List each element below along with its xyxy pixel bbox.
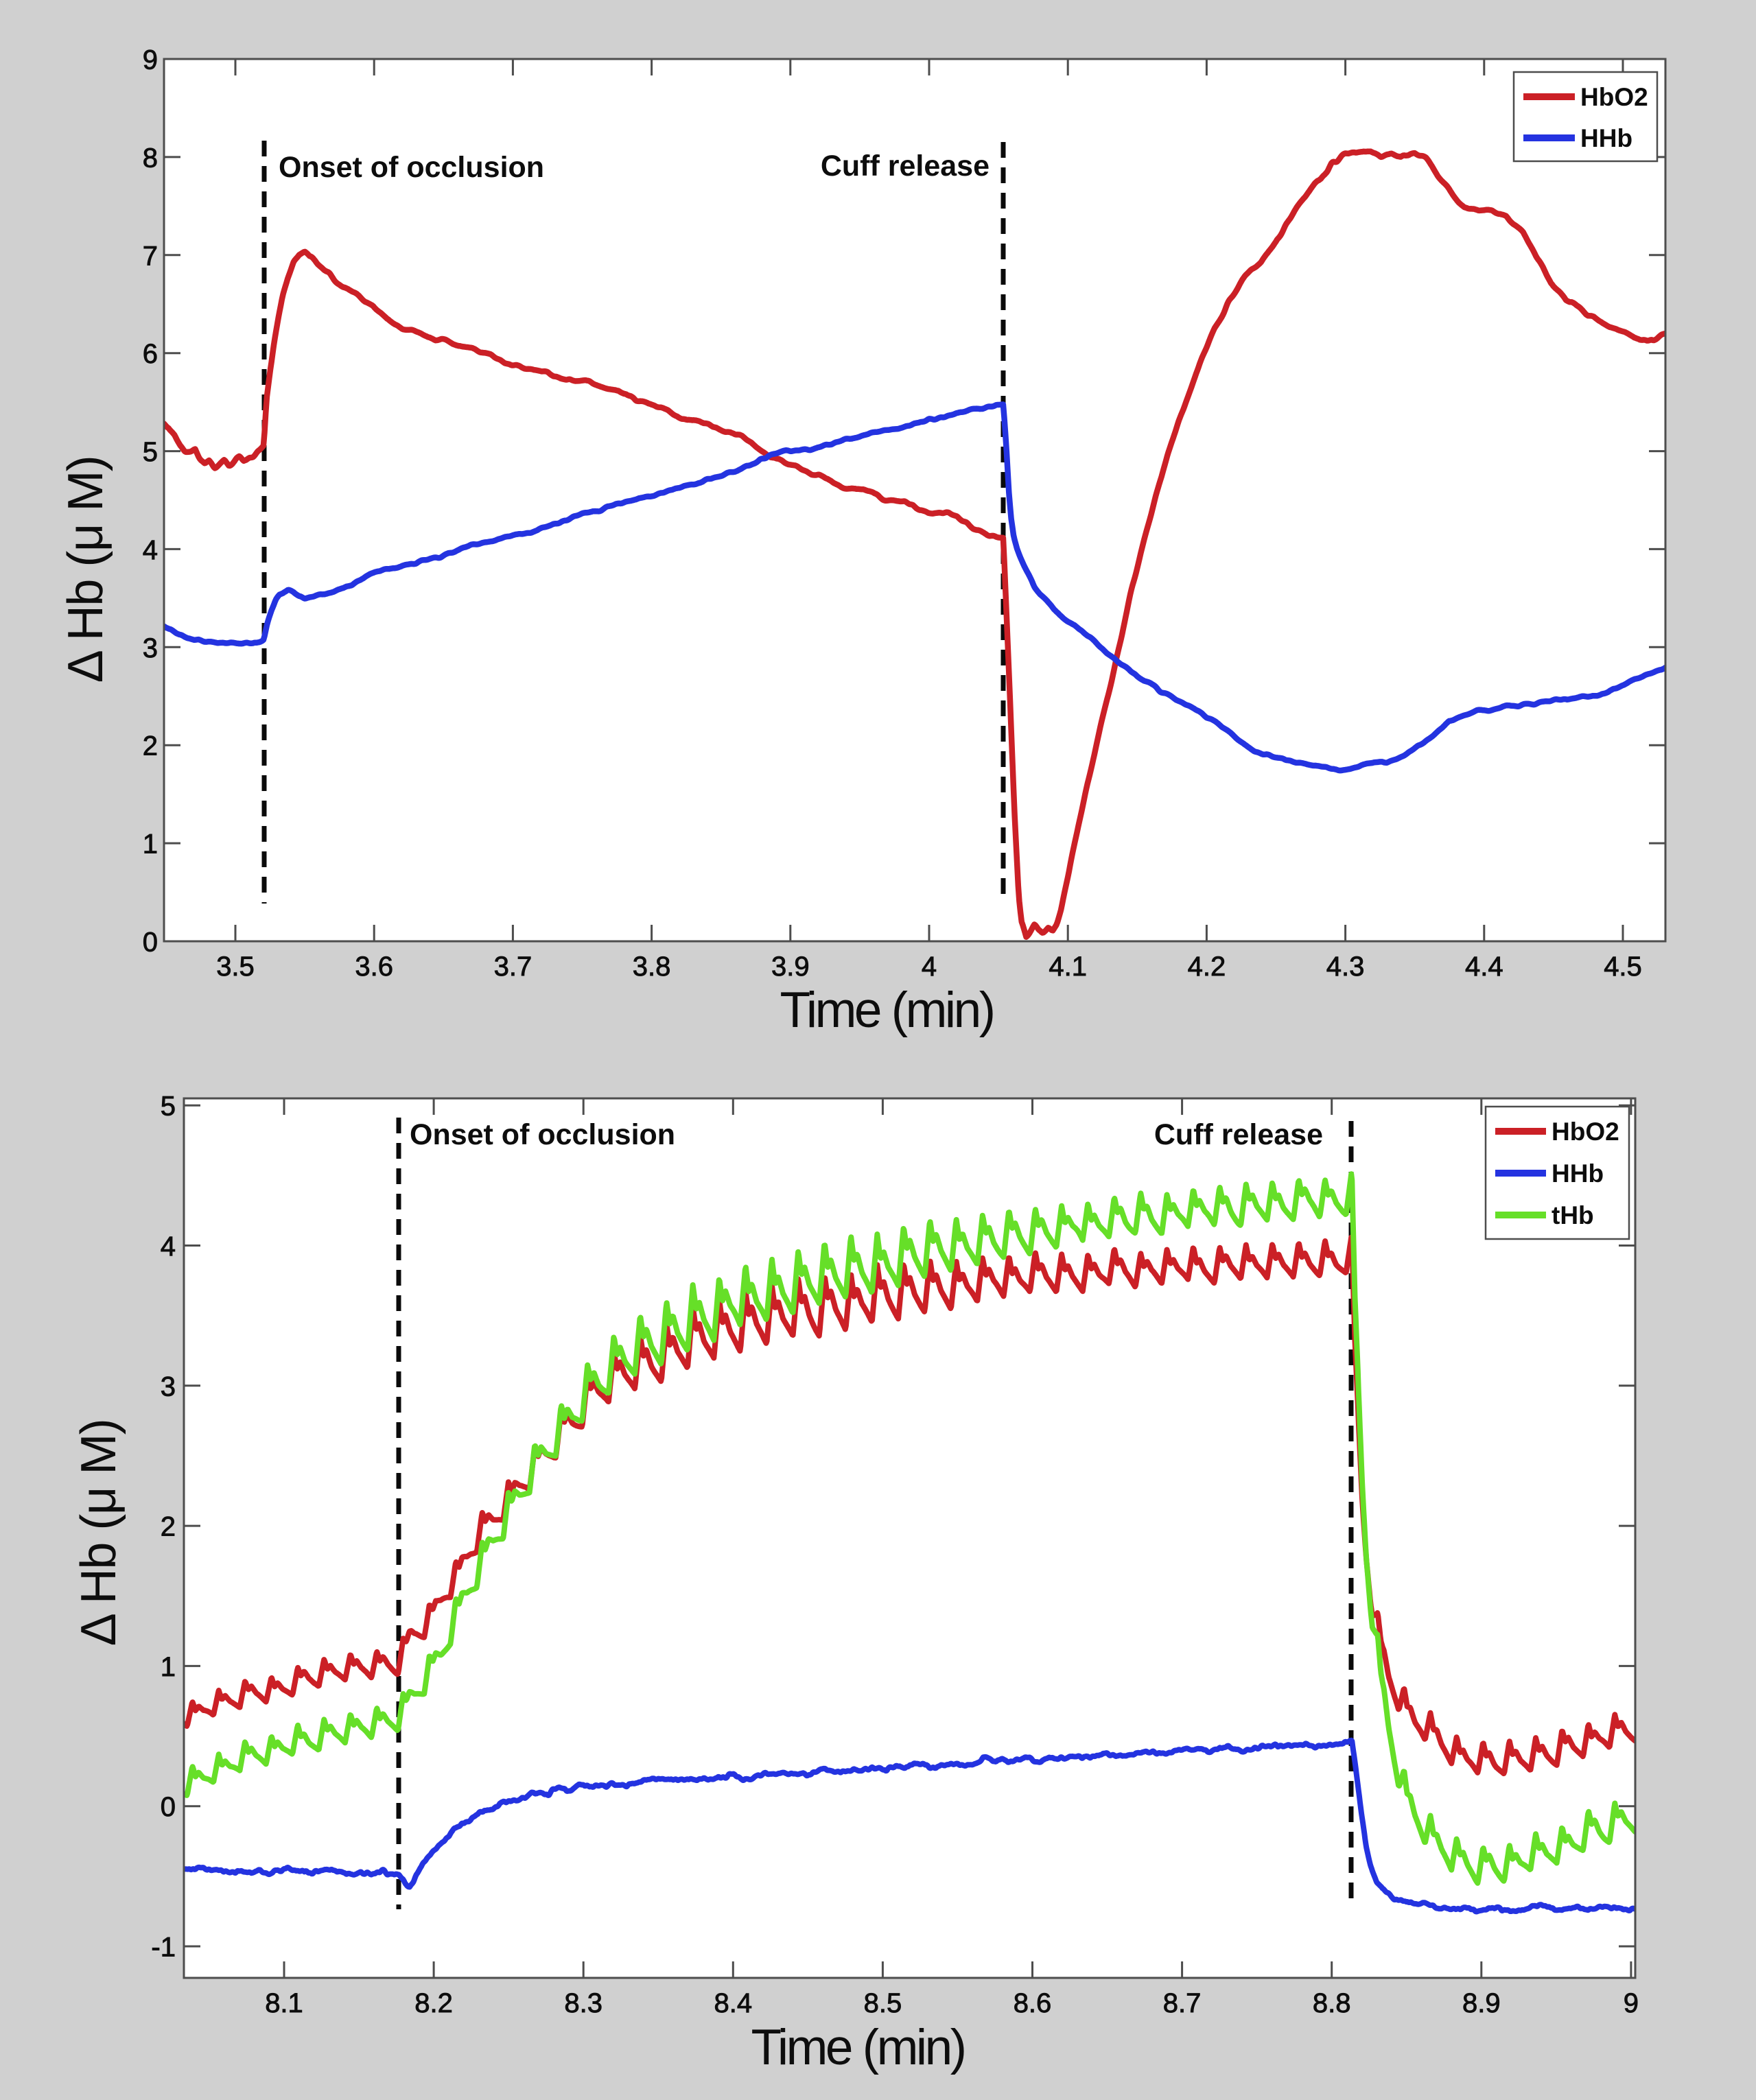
svg-text:3.9: 3.9 xyxy=(771,952,810,982)
svg-text:3.7: 3.7 xyxy=(494,952,532,982)
svg-text:Onset of occlusion: Onset of occlusion xyxy=(279,151,544,184)
svg-text:1: 1 xyxy=(143,829,158,860)
svg-text:8.9: 8.9 xyxy=(1462,1988,1501,2018)
svg-text:8.8: 8.8 xyxy=(1313,1988,1351,2018)
svg-text:-1: -1 xyxy=(151,1933,176,1963)
svg-text:Time (min): Time (min) xyxy=(780,982,993,1038)
svg-text:9: 9 xyxy=(1624,1988,1639,2018)
svg-text:2: 2 xyxy=(143,731,158,762)
svg-text:5: 5 xyxy=(143,437,158,467)
svg-text:7: 7 xyxy=(143,241,158,271)
svg-text:8: 8 xyxy=(143,143,158,173)
svg-text:9: 9 xyxy=(143,45,158,75)
svg-text:8.6: 8.6 xyxy=(1014,1988,1052,2018)
svg-text:tHb: tHb xyxy=(1552,1201,1594,1229)
svg-text:HHb: HHb xyxy=(1580,124,1632,152)
svg-text:3.5: 3.5 xyxy=(216,952,255,982)
svg-text:Time (min): Time (min) xyxy=(751,2020,964,2075)
svg-text:4.3: 4.3 xyxy=(1326,952,1365,982)
svg-text:0: 0 xyxy=(143,928,158,958)
svg-text:1: 1 xyxy=(161,1652,176,1682)
svg-text:HbO2: HbO2 xyxy=(1552,1118,1619,1146)
svg-text:3: 3 xyxy=(143,633,158,663)
svg-text:6: 6 xyxy=(143,339,158,369)
svg-text:Δ Hb (μ M): Δ Hb (μ M) xyxy=(71,1419,126,1647)
svg-text:4.5: 4.5 xyxy=(1604,952,1642,982)
svg-text:8.2: 8.2 xyxy=(414,1988,453,2018)
svg-text:8.4: 8.4 xyxy=(714,1988,752,2018)
svg-text:Cuff release: Cuff release xyxy=(821,150,990,182)
svg-text:8.5: 8.5 xyxy=(864,1988,902,2018)
svg-text:HHb: HHb xyxy=(1552,1159,1604,1188)
svg-text:Onset of occlusion: Onset of occlusion xyxy=(410,1118,675,1151)
svg-text:4.1: 4.1 xyxy=(1049,952,1087,982)
svg-text:4: 4 xyxy=(143,535,158,565)
svg-text:5: 5 xyxy=(161,1092,176,1122)
svg-text:4: 4 xyxy=(161,1231,176,1262)
svg-text:3: 3 xyxy=(161,1371,176,1402)
svg-text:Cuff release: Cuff release xyxy=(1154,1118,1323,1151)
svg-text:8.7: 8.7 xyxy=(1163,1988,1202,2018)
svg-text:Δ Hb (μ M): Δ Hb (μ M) xyxy=(58,456,113,683)
svg-text:8.1: 8.1 xyxy=(265,1988,303,2018)
svg-text:0: 0 xyxy=(161,1792,176,1822)
svg-text:4: 4 xyxy=(922,952,937,982)
svg-text:2: 2 xyxy=(161,1512,176,1542)
svg-text:4.4: 4.4 xyxy=(1465,952,1503,982)
svg-text:HbO2: HbO2 xyxy=(1580,83,1648,111)
svg-text:3.6: 3.6 xyxy=(355,952,393,982)
svg-text:8.3: 8.3 xyxy=(564,1988,602,2018)
svg-text:4.2: 4.2 xyxy=(1188,952,1226,982)
svg-text:3.8: 3.8 xyxy=(633,952,671,982)
